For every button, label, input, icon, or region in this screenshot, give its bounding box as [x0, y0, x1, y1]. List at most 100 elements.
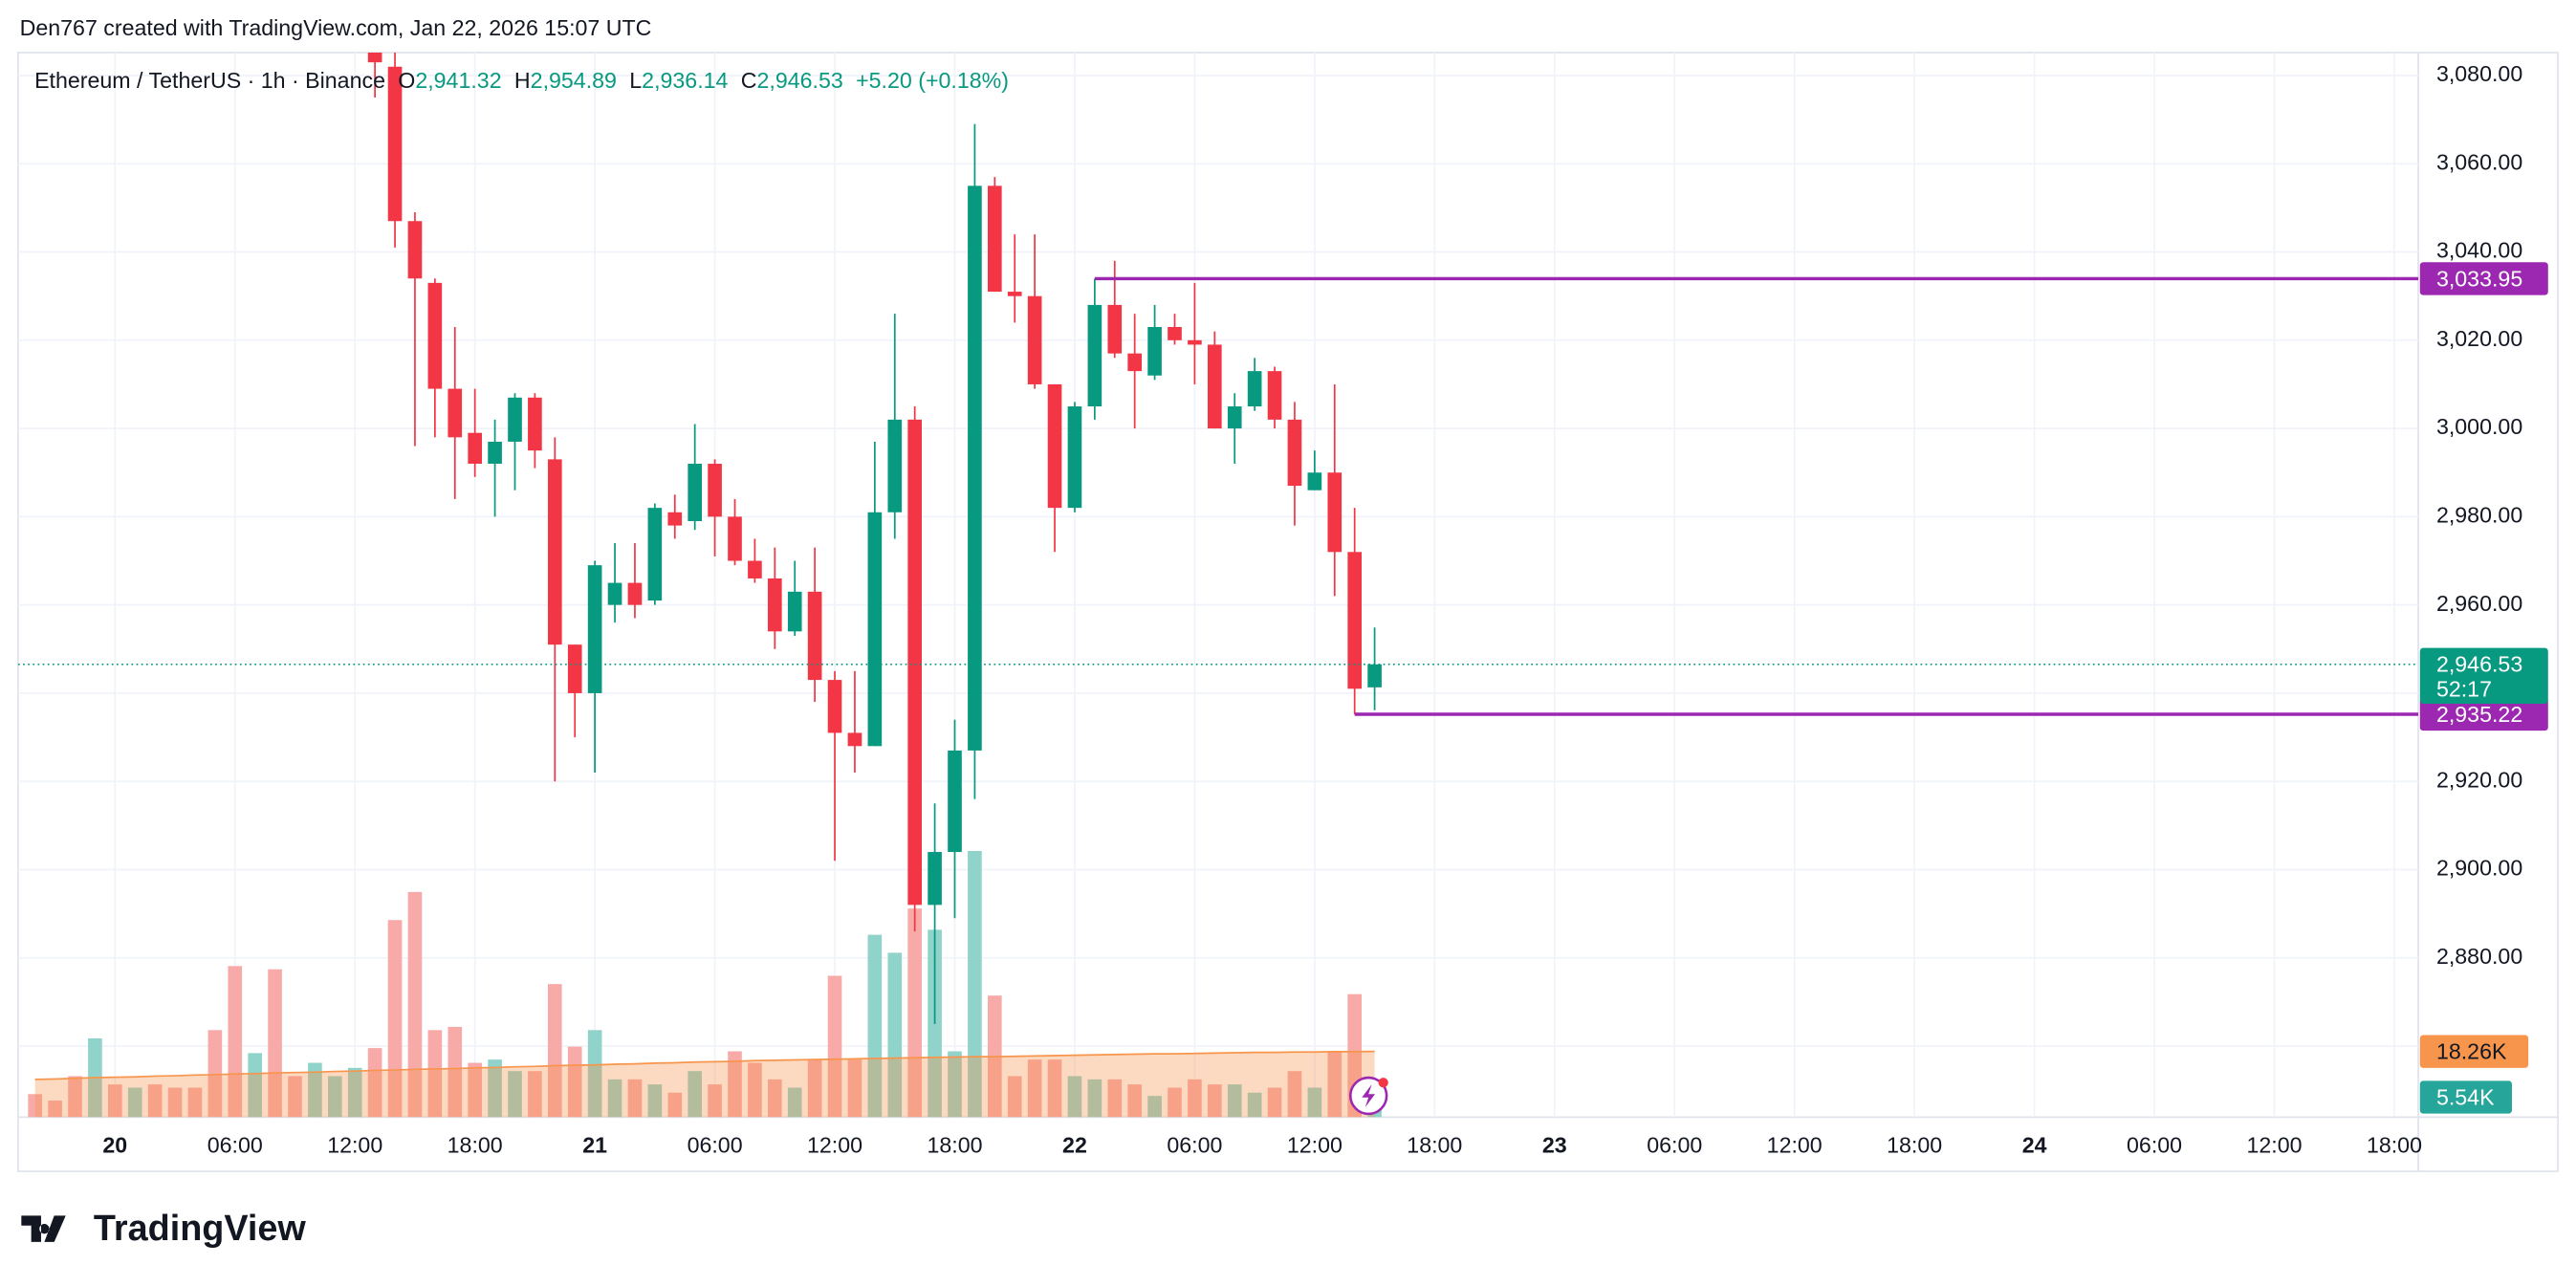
level-label: 3,033.95 [2436, 266, 2522, 291]
candle-body [748, 560, 762, 578]
candle-body [468, 432, 482, 465]
x-tick-label: 06:00 [2127, 1132, 2182, 1157]
volume-ma-badge [2419, 1035, 2529, 1068]
volume-bar [1287, 1071, 1302, 1118]
chart-frame [17, 52, 2559, 1172]
volume-bar [1107, 1079, 1123, 1118]
candle-body [1287, 419, 1302, 487]
candle-body [688, 464, 702, 521]
candle-body [667, 512, 683, 526]
volume-bar [688, 1071, 702, 1118]
candle-body [907, 419, 922, 905]
candle-body [968, 185, 982, 751]
y-tick-label: 2,900.00 [2436, 856, 2522, 881]
volume-bar [288, 1076, 302, 1118]
candles [367, 52, 1382, 1024]
legend-open: 2,941.32 [415, 68, 501, 93]
volume-bar [207, 1030, 223, 1118]
legend-low: 2,936.14 [642, 68, 728, 93]
volume-bar [1327, 1051, 1343, 1118]
volume-bar [127, 1087, 142, 1118]
x-tick-label: 18:00 [2367, 1132, 2422, 1157]
volume-bar [587, 1030, 602, 1118]
candle-body [1107, 304, 1123, 354]
volume-bar [647, 1084, 663, 1118]
volume-bar [708, 1084, 722, 1118]
volume-bar [748, 1062, 762, 1118]
candle-body [767, 578, 782, 632]
legend-c-label: C [741, 68, 757, 93]
x-tick-label: 23 [1542, 1132, 1567, 1157]
candle-body [1188, 339, 1202, 345]
volume-bar [528, 1071, 542, 1118]
y-tick-label: 3,060.00 [2436, 149, 2522, 174]
candle-body [587, 565, 602, 693]
volume-bar [667, 1092, 683, 1118]
x-tick-label: 18:00 [1407, 1132, 1462, 1157]
volume-bar [387, 920, 403, 1118]
candle-body [528, 397, 542, 451]
candle-body [1087, 304, 1102, 407]
volume-label: 5.54K [2436, 1084, 2495, 1109]
x-tick-label: 12:00 [327, 1132, 382, 1157]
volume-bar [1307, 1087, 1322, 1118]
volume-bar [1227, 1084, 1242, 1118]
grid [17, 52, 2419, 1118]
y-tick-label: 2,960.00 [2436, 591, 2522, 616]
volume-pane [28, 850, 1382, 1118]
candle-body [1007, 292, 1022, 296]
candle-body [427, 282, 443, 389]
last-price-label: 2,946.53 [2436, 652, 2522, 677]
candle-body [367, 52, 382, 63]
candle-body [607, 582, 622, 605]
candle-body [547, 459, 562, 645]
candle-body [867, 512, 883, 747]
candle-body [1347, 552, 1363, 689]
candle-body [948, 750, 962, 853]
candle-body [567, 644, 582, 693]
volume-bar [48, 1101, 62, 1118]
volume-bar [107, 1084, 122, 1118]
candle-body [1047, 383, 1062, 509]
candle-body [1127, 353, 1143, 372]
volume-bar [448, 1026, 463, 1118]
candle-body [508, 397, 522, 442]
volume-bar [1168, 1087, 1182, 1118]
candle-body [1267, 371, 1282, 420]
x-tick-label: 12:00 [2246, 1132, 2302, 1157]
volume-bar [887, 952, 903, 1118]
volume-bar [248, 1053, 262, 1118]
volume-ma-line [34, 1050, 1375, 1080]
candle-body [928, 852, 942, 905]
volume-bar [468, 1062, 482, 1118]
volume-bar [1007, 1076, 1022, 1118]
legend-h-label: H [514, 68, 531, 93]
volume-bar [948, 1051, 962, 1118]
x-tick-label: 21 [582, 1132, 607, 1157]
candle-body [1147, 326, 1162, 376]
volume-bar [407, 891, 423, 1118]
alert-icon[interactable] [1348, 1076, 1388, 1116]
y-tick-label: 3,020.00 [2436, 326, 2522, 351]
candle-body [1307, 472, 1322, 491]
y-tick-label: 3,080.00 [2436, 61, 2522, 86]
candle-body [488, 441, 502, 465]
level-badge [2419, 697, 2548, 731]
y-tick-label: 3,040.00 [2436, 238, 2522, 263]
volume-bar [547, 984, 562, 1118]
volume-bar [847, 1059, 862, 1118]
logo[interactable]: TradingView [21, 1209, 306, 1249]
candle-body [1227, 406, 1242, 429]
candle-body [1168, 326, 1182, 340]
legend-l-label: L [629, 68, 642, 93]
volume-bar [167, 1087, 183, 1118]
volume-bar [827, 975, 842, 1118]
volume-bar [147, 1084, 163, 1118]
volume-bar [1247, 1092, 1262, 1118]
candle-body [728, 516, 742, 561]
x-tick-label: 12:00 [1767, 1132, 1823, 1157]
volume-bar [1267, 1087, 1282, 1118]
candle-body [787, 591, 802, 632]
candle-body [1208, 344, 1222, 429]
volume-bar [807, 1059, 822, 1118]
